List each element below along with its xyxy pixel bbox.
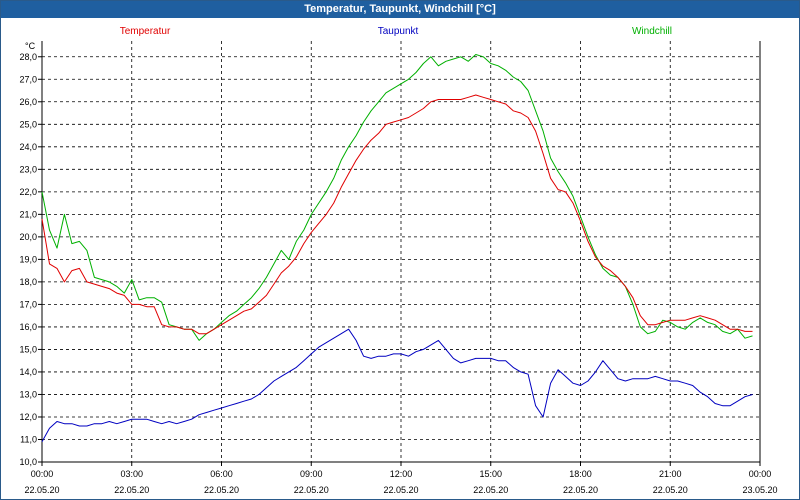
y-tick-label: 22,0 — [19, 187, 37, 197]
y-tick-label: 17,0 — [19, 299, 37, 309]
x-tick-date: 22.05.20 — [294, 485, 329, 495]
x-tick-time: 21:00 — [659, 469, 682, 479]
legend: Temperatur Taupunkt Windchill — [120, 26, 672, 37]
x-tick-date: 22.05.20 — [24, 485, 59, 495]
x-tick-date: 22.05.20 — [383, 485, 418, 495]
series-line-temperatur — [41, 94, 753, 335]
x-tick-time: 03:00 — [120, 469, 143, 479]
y-tick-labels: 10,0 11,0 12,0 13,0 14,0 15,0 16,0 17,0 18,0 19,0… — [19, 52, 37, 467]
legend-taupunkt: Taupunkt — [378, 26, 419, 37]
series-lines — [41, 54, 753, 442]
y-axis-unit: °C — [25, 41, 36, 51]
y-tick-label: 25,0 — [19, 119, 37, 129]
x-tick-labels: 00:00 22.05.20 03:00 22.05.20 06:00 22.05.20 0… — [24, 469, 777, 495]
x-tick-date: 22.05.20 — [653, 485, 688, 495]
x-tick-date: 23.05.20 — [742, 485, 777, 495]
x-tick-date: 22.05.20 — [473, 485, 508, 495]
x-tick-time: 12:00 — [390, 469, 413, 479]
x-tick-date: 22.05.20 — [563, 485, 598, 495]
y-tick-label: 18,0 — [19, 277, 37, 287]
y-tick-label: 14,0 — [19, 367, 37, 377]
y-tick-label: 10,0 — [19, 457, 37, 467]
legend-windchill: Windchill — [632, 26, 672, 37]
x-tick-time: 09:00 — [300, 469, 323, 479]
x-tick-date: 22.05.20 — [114, 485, 149, 495]
y-tick-label: 16,0 — [19, 322, 37, 332]
y-tick-label: 27,0 — [19, 74, 37, 84]
series-line-windchill — [41, 54, 753, 341]
y-tick-label: 24,0 — [19, 142, 37, 152]
window-title: Temperatur, Taupunkt, Windchill [°C] — [1, 1, 799, 18]
y-tick-label: 11,0 — [20, 434, 37, 444]
x-tick-time: 00:00 — [749, 469, 772, 479]
y-tick-label: 20,0 — [19, 232, 37, 242]
x-tick-time: 18:00 — [569, 469, 592, 479]
series-line-taupunkt — [41, 328, 753, 442]
y-tick-label: 12,0 — [19, 412, 37, 422]
y-tick-label: 15,0 — [19, 344, 37, 354]
legend-temperatur: Temperatur — [120, 26, 171, 37]
y-tick-label: 28,0 — [19, 52, 37, 62]
grid — [42, 41, 760, 462]
y-tick-label: 26,0 — [19, 97, 37, 107]
y-tick-label: 13,0 — [19, 389, 37, 399]
x-tick-time: 00:00 — [31, 469, 54, 479]
x-tick-time: 15:00 — [479, 469, 502, 479]
y-tick-label: 19,0 — [19, 254, 37, 264]
y-tick-label: 21,0 — [19, 209, 37, 219]
y-tick-label: 23,0 — [19, 164, 37, 174]
x-tick-date: 22.05.20 — [204, 485, 239, 495]
x-tick-time: 06:00 — [210, 469, 233, 479]
axes — [38, 41, 761, 466]
